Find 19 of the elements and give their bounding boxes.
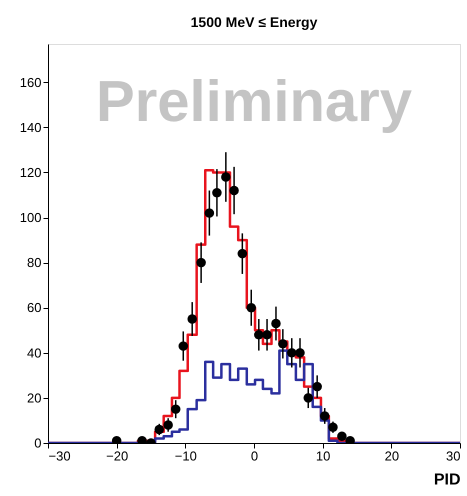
y-tick-label: 20 — [27, 390, 42, 406]
x-tick-label: −20 — [106, 448, 128, 464]
x-tick-label: 0 — [250, 448, 258, 464]
x-tick-label: 30 — [446, 448, 460, 464]
y-tick-label: 80 — [27, 255, 42, 270]
annotation: Preliminary — [96, 69, 412, 134]
y-tick-label: 120 — [20, 164, 42, 180]
x-tick-label: −10 — [174, 448, 197, 464]
y-tick-label: 60 — [27, 300, 42, 316]
x-tick-label: 20 — [384, 448, 400, 464]
chart-title: 1500 MeV ≤ Energy — [190, 14, 318, 30]
x-tick-label: 10 — [316, 448, 330, 464]
y-tick-label: 40 — [27, 345, 42, 360]
x-tick-label: −30 — [48, 448, 71, 464]
y-tick-label: 100 — [20, 210, 42, 226]
y-tick-label: 160 — [20, 74, 42, 90]
y-tick-label: 0 — [34, 436, 42, 450]
y-tick-label: 140 — [20, 120, 42, 135]
x-axis-title: PID — [434, 472, 460, 488]
